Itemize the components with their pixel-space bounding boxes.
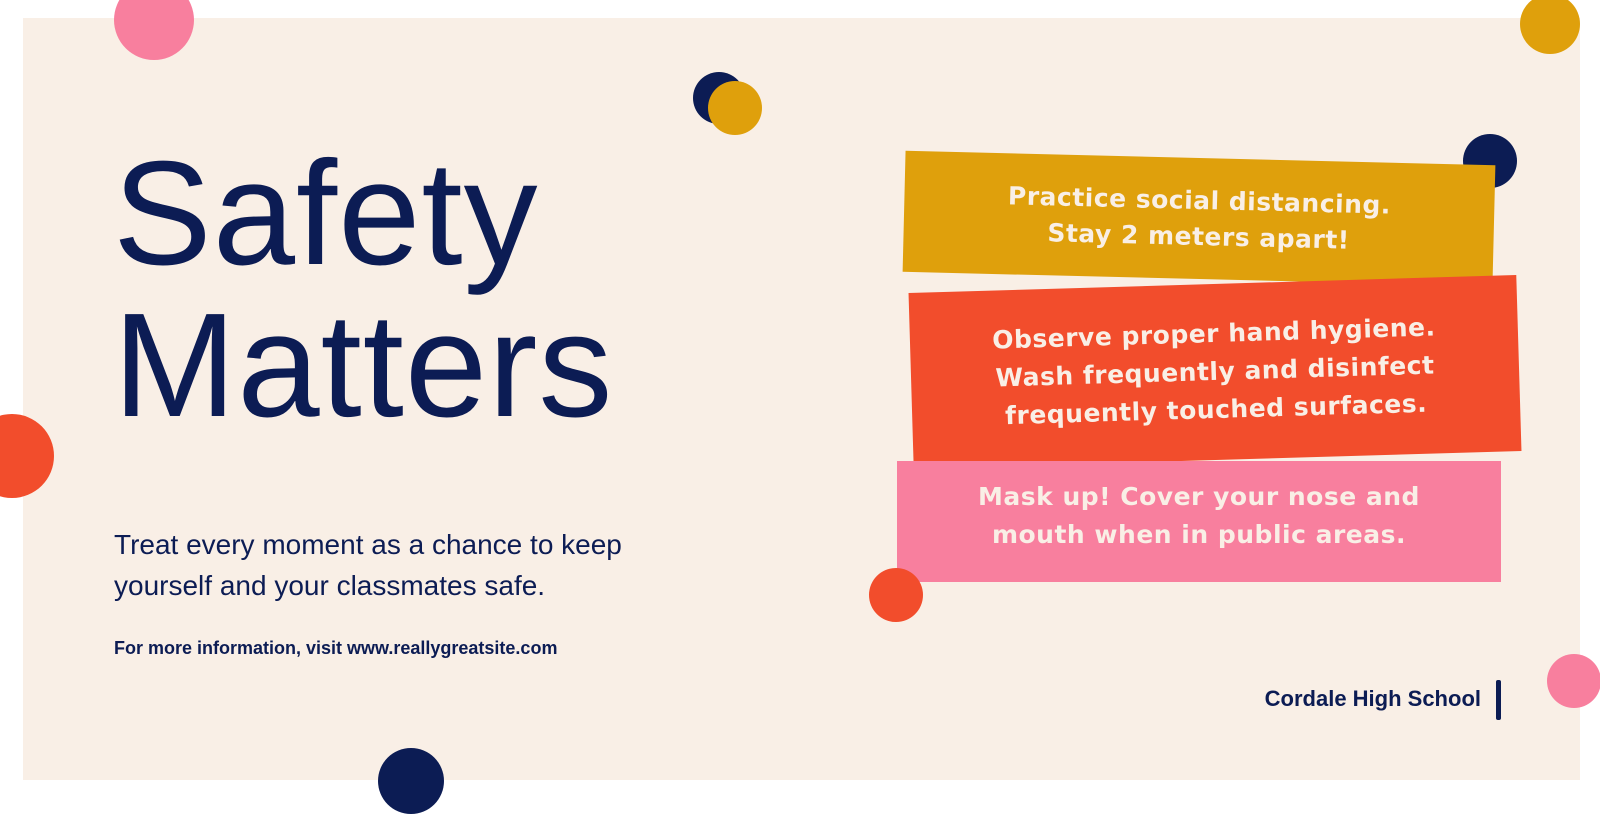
info-line: For more information, visit www.reallygr… [114,638,558,658]
poster-title: Safety Matters [113,138,613,442]
title-line-2: Matters [113,283,614,448]
mustard-dot-top-right [1520,0,1580,54]
card-hand-hygiene: Observe proper hand hygiene. Wash freque… [908,275,1522,469]
orange-dot-card-corner [869,568,923,622]
mustard-dot-top-center [708,81,762,135]
navy-dot-bottom [378,748,444,814]
title-line-1: Safety [113,131,539,296]
school-name: Cordale High School [1264,686,1481,711]
card-3-line-2: mouth when in public areas. [991,519,1407,549]
school-accent-bar [1496,680,1501,720]
poster-subtitle: Treat every moment as a chance to keep y… [114,529,622,601]
card-3-line-1: Mask up! Cover your nose and [978,481,1420,511]
card-social-distancing: Practice social distancing. Stay 2 meter… [902,150,1496,287]
card-mask-up: Mask up! Cover your nose and mouth when … [897,461,1501,582]
pink-dot-right [1547,654,1600,708]
